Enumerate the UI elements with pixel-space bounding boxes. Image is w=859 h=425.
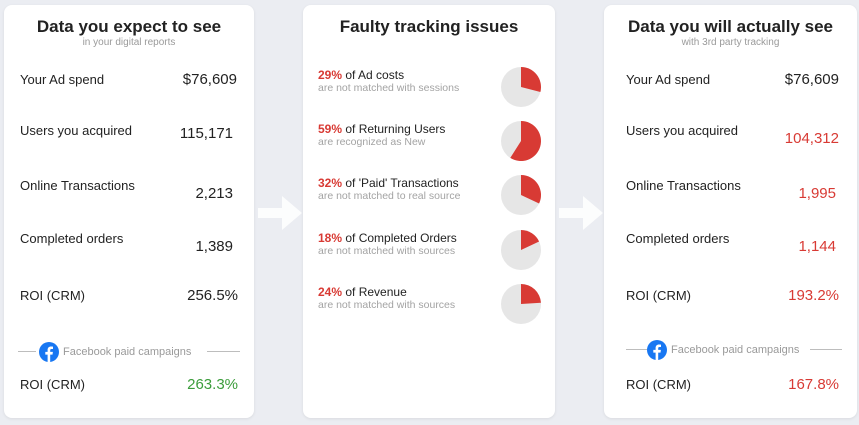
card-subtitle: with 3rd party tracking xyxy=(681,37,780,48)
facebook-divider: Facebook paid campaigns xyxy=(18,341,240,363)
metric-label: Online Transactions xyxy=(626,178,741,193)
facebook-roi-row: ROI (CRM) 263.3% xyxy=(4,373,254,397)
metric-label: Completed orders xyxy=(626,231,730,246)
metric-label: Your Ad spend xyxy=(20,72,105,87)
metric-value: 1,389 xyxy=(195,238,233,255)
issue-pie-chart xyxy=(501,121,541,161)
card-title: Data you expect to see xyxy=(36,17,222,36)
issue-pie-chart xyxy=(501,284,541,324)
issue-pie-chart xyxy=(501,230,541,270)
metric-value: 256.5% xyxy=(187,287,238,304)
card-subtitle: in your digital reports xyxy=(82,37,176,48)
metric-value: 104,312 xyxy=(784,130,839,147)
issue-item: 29% of Ad costs are not matched with sess… xyxy=(303,66,555,112)
issue-percent: 32% xyxy=(318,176,343,190)
issue-text: of 'Paid' Transactions xyxy=(342,176,459,190)
metric-value: 1,995 xyxy=(798,185,836,202)
metric-label: Your Ad spend xyxy=(626,72,711,87)
issue-subtext: are not matched with sessions xyxy=(318,82,460,94)
actual-data-card: Data you will actually see with 3rd part… xyxy=(604,5,857,418)
metric-value: $76,609 xyxy=(182,71,237,88)
facebook-icon xyxy=(39,342,59,362)
metric-row-ad-spend: Your Ad spend $76,609 xyxy=(604,68,857,92)
metric-row-roi: ROI (CRM) 256.5% xyxy=(4,284,254,308)
metric-label: Users you acquired xyxy=(626,123,738,138)
metric-row-ad-spend: Your Ad spend $76,609 xyxy=(4,68,254,92)
issue-item: 18% of Completed Orders are not matched w… xyxy=(303,229,555,275)
metric-value: 115,171 xyxy=(179,125,233,142)
metric-value: 193.2% xyxy=(788,287,839,304)
issue-percent: 24% xyxy=(318,285,343,299)
divider-line xyxy=(18,351,36,352)
metric-row-orders: Completed orders 1,389 xyxy=(4,230,254,255)
issue-pie-chart xyxy=(501,67,541,107)
card-title: Faulty tracking issues xyxy=(339,17,519,36)
issue-text: of Returning Users xyxy=(342,122,446,136)
issue-item: 32% of 'Paid' Transactions are not matche… xyxy=(303,174,555,220)
issue-subtext: are recognized as New xyxy=(318,136,426,148)
metric-label: Users you acquired xyxy=(20,123,132,138)
metric-row-orders: Completed orders 1,144 xyxy=(604,230,857,255)
metric-row-users: Users you acquired 104,312 xyxy=(604,122,857,147)
metric-label: ROI (CRM) xyxy=(20,288,85,303)
facebook-divider: Facebook paid campaigns xyxy=(618,339,843,361)
facebook-icon xyxy=(647,340,667,360)
metric-value: 167.8% xyxy=(788,376,839,393)
metric-value: 1,144 xyxy=(798,238,836,255)
metric-label: ROI (CRM) xyxy=(626,288,691,303)
metric-label: Online Transactions xyxy=(20,178,135,193)
issue-item: 59% of Returning Users are recognized as … xyxy=(303,120,555,166)
issue-text: of Ad costs xyxy=(342,68,405,82)
divider-label: Facebook paid campaigns xyxy=(63,346,192,358)
metric-row-transactions: Online Transactions 1,995 xyxy=(604,177,857,202)
pie-slice xyxy=(521,67,541,92)
issue-subtext: are not matched with sources xyxy=(318,299,456,311)
issue-text: of Revenue xyxy=(342,285,407,299)
issue-percent: 18% xyxy=(318,231,343,245)
metric-value: 2,213 xyxy=(195,185,233,202)
metric-value: $76,609 xyxy=(784,71,839,88)
metric-value: 263.3% xyxy=(187,376,238,393)
expected-data-card: Data you expect to see in your digital r… xyxy=(4,5,254,418)
tracking-issues-card: Faulty tracking issues 29% of Ad costs ar… xyxy=(303,5,555,418)
pie-slice xyxy=(510,121,541,161)
arrow-right-icon xyxy=(258,196,302,230)
pie-slice xyxy=(521,230,540,250)
metric-label: ROI (CRM) xyxy=(626,377,691,392)
facebook-roi-row: ROI (CRM) 167.8% xyxy=(604,373,857,397)
issue-subtext: are not matched with sources xyxy=(318,245,456,257)
divider-line xyxy=(810,349,842,350)
card-title: Data you will actually see xyxy=(627,17,834,36)
issue-text: of Completed Orders xyxy=(342,231,457,245)
metric-row-roi: ROI (CRM) 193.2% xyxy=(604,284,857,308)
pie-slice xyxy=(521,284,541,304)
issue-title: 24% of Revenue xyxy=(318,285,407,299)
issue-title: 32% of 'Paid' Transactions xyxy=(318,176,459,190)
issue-title: 59% of Returning Users xyxy=(318,122,445,136)
metric-label: ROI (CRM) xyxy=(20,377,85,392)
issue-pie-chart xyxy=(501,175,542,215)
arrow-right-icon xyxy=(559,196,603,230)
issue-title: 29% of Ad costs xyxy=(318,68,404,82)
divider-line xyxy=(207,351,240,352)
metric-row-users: Users you acquired 115,171 xyxy=(4,122,254,146)
pie-slice xyxy=(521,175,542,204)
issue-item: 24% of Revenue are not matched with sourc… xyxy=(303,283,555,329)
divider-line xyxy=(626,349,647,350)
issue-percent: 59% xyxy=(318,122,343,136)
issue-title: 18% of Completed Orders xyxy=(318,231,457,245)
metric-label: Completed orders xyxy=(20,231,124,246)
issue-percent: 29% xyxy=(318,68,343,82)
metric-row-transactions: Online Transactions 2,213 xyxy=(4,177,254,202)
divider-label: Facebook paid campaigns xyxy=(671,344,800,356)
issue-subtext: are not matched to real source xyxy=(318,190,461,202)
